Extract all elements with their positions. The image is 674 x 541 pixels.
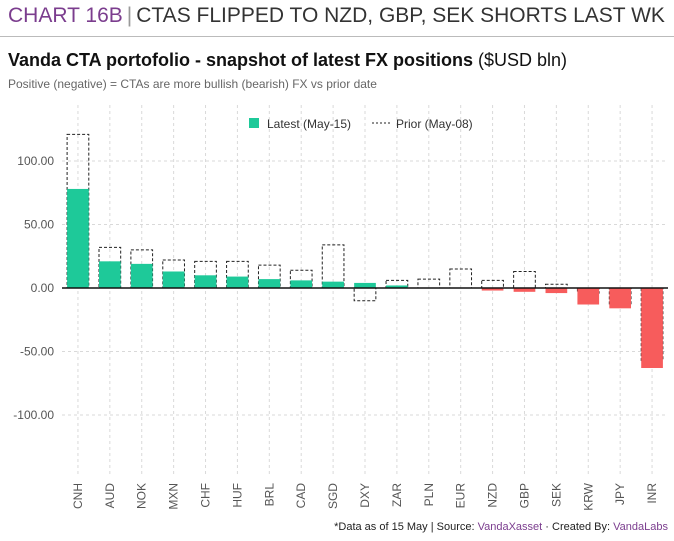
footer-creator: VandaLabs <box>613 521 668 533</box>
legend-latest-label: Latest (May-15) <box>267 117 351 131</box>
x-tick-label: PLN <box>422 483 436 506</box>
footer-note: *Data as of 15 May | Source: <box>334 521 478 533</box>
x-axis-ticks: CNH AUD NOK MXN CHF HUF BRL CAD SGD DXY ZAR PLN EUR N… <box>71 482 659 510</box>
latest-bar-brl <box>258 279 281 288</box>
x-tick-label: JPY <box>613 483 627 505</box>
x-tick-label: MXN <box>167 483 181 510</box>
y-tick-label: 50.00 <box>24 218 54 232</box>
grid-lines <box>62 105 668 475</box>
legend: Latest (May-15) Prior (May-08) <box>249 117 473 131</box>
footer-created-prefix: · Created By: <box>542 521 614 533</box>
y-tick-label: 0.00 <box>31 281 55 295</box>
prior-bar-gbp <box>513 270 536 289</box>
prior-bars <box>66 133 664 361</box>
chart-number: CHART 16B <box>8 4 123 27</box>
chart-title-unit: ($USD bln) <box>478 50 568 70</box>
chart-title-main: Vanda CTA portofolio - snapshot of lates… <box>8 50 474 70</box>
latest-bar-zar <box>386 285 408 288</box>
latest-bar-inr <box>641 288 663 369</box>
prior-bar-chf <box>194 260 217 289</box>
y-tick-label: -100.00 <box>13 408 54 422</box>
y-axis-ticks: 100.00 50.00 0.00 -50.00 -100.00 <box>13 154 54 422</box>
chart-subtitle: Positive (negative) = CTAs are more bull… <box>8 77 377 91</box>
latest-bars <box>67 188 663 369</box>
prior-bar-huf <box>226 260 249 289</box>
x-tick-label: CAD <box>294 483 308 509</box>
x-tick-label: AUD <box>103 483 117 509</box>
x-tick-label: SGD <box>326 483 340 509</box>
latest-bar-huf <box>226 276 249 288</box>
legend-latest-swatch <box>249 118 259 128</box>
y-tick-label: 100.00 <box>17 154 54 168</box>
latest-bar-mxn <box>162 271 185 288</box>
x-tick-label: DXY <box>358 483 372 508</box>
latest-bar-aud <box>98 261 121 288</box>
latest-bar-chf <box>194 275 217 288</box>
x-tick-label: KRW <box>581 482 595 510</box>
y-tick-label: -50.00 <box>20 345 54 359</box>
latest-bar-dxy <box>354 282 376 288</box>
latest-bar-gbp <box>513 288 536 292</box>
latest-bar-cad <box>290 280 313 288</box>
x-tick-label: NZD <box>486 483 500 508</box>
chart-headline: CTAS FLIPPED TO NZD, GBP, SEK SHORTS LAS… <box>136 4 665 27</box>
x-tick-label: HUF <box>230 483 244 508</box>
x-tick-label: CNH <box>71 483 85 509</box>
x-tick-label: EUR <box>454 483 468 509</box>
x-tick-label: ZAR <box>390 483 404 507</box>
footer-source: VandaXasset <box>477 521 543 533</box>
x-tick-label: INR <box>645 483 659 504</box>
header-separator: | <box>126 4 133 27</box>
latest-bar-cnh <box>67 188 89 288</box>
latest-bar-sek <box>545 288 568 294</box>
legend-prior-label: Prior (May-08) <box>396 117 473 131</box>
chart-footer: *Data as of 15 May | Source: VandaXasset… <box>334 521 668 533</box>
x-tick-label: SEK <box>549 483 563 507</box>
latest-bar-nok <box>130 263 153 288</box>
latest-bar-nzd <box>481 288 504 291</box>
latest-bar-jpy <box>609 288 632 309</box>
latest-bar-sgd <box>322 281 344 288</box>
chart-title: Vanda CTA portofolio - snapshot of lates… <box>8 50 567 71</box>
x-tick-label: NOK <box>135 483 149 509</box>
x-tick-label: CHF <box>199 483 213 508</box>
x-tick-label: BRL <box>262 483 276 507</box>
latest-bar-krw <box>577 288 600 305</box>
header-divider <box>0 36 674 37</box>
x-tick-label: GBP <box>517 483 531 508</box>
chart-header: CHART 16B | CTAS FLIPPED TO NZD, GBP, SEK … <box>8 4 665 28</box>
